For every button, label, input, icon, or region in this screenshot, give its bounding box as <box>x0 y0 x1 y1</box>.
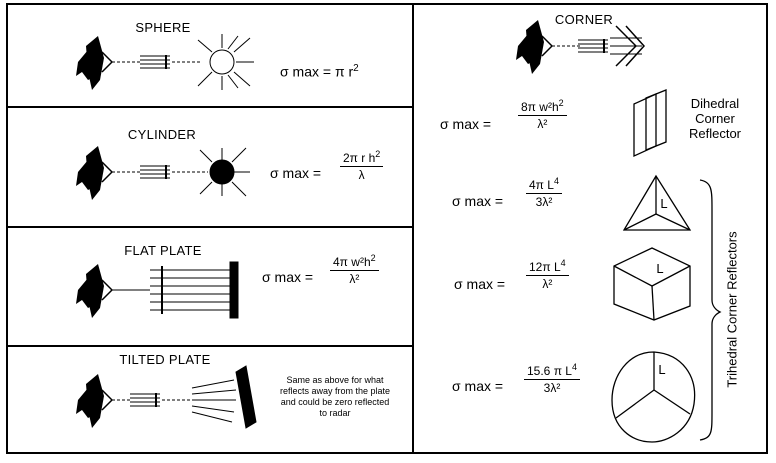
trihedral-square-numerator: 12π L <box>529 260 561 274</box>
tilted-plate-note: Same as above for what reflects away fro… <box>279 375 391 418</box>
dihedral-num-exp: 2 <box>558 98 564 108</box>
trihedral-square-shape <box>613 247 691 321</box>
dihedral-reflector-shape <box>633 89 667 158</box>
flat-plate-radar-icon <box>75 263 113 319</box>
flat-plate-title: FLAT PLATE <box>124 243 202 258</box>
cylinder-shape <box>199 147 250 197</box>
cylinder-denominator: λ <box>358 168 365 182</box>
row-divider <box>6 345 413 347</box>
dihedral-label: Dihedral Corner Reflector <box>688 96 742 141</box>
trihedral-triangle-num-exp: 4 <box>553 176 559 186</box>
trihedral-square-L: L <box>656 261 664 276</box>
sphere-formula-rhs: π r <box>334 63 354 80</box>
cylinder-radar-icon <box>75 145 113 201</box>
trihedral-triangle-shape <box>622 174 692 231</box>
trihedral-square-denominator: λ² <box>542 277 553 291</box>
trihedral-brace <box>699 179 722 441</box>
tilted-plate-radar-icon <box>75 373 113 429</box>
column-divider <box>412 3 414 454</box>
trihedral-triangle-numerator: 4π L <box>529 178 554 192</box>
trihedral-circular-L: L <box>658 362 666 377</box>
trihedral-triangle-L: L <box>660 196 668 211</box>
flat-plate-formula-lhs: σ max = <box>262 269 314 285</box>
trihedral-square-formula-lhs: σ max = <box>454 276 506 292</box>
sphere-formula: σ max = π r2 <box>280 63 359 80</box>
sphere-shape <box>197 34 254 90</box>
trihedral-circular-formula-lhs: σ max = <box>452 378 504 394</box>
dihedral-formula-lhs: σ max = <box>440 116 492 132</box>
dihedral-denominator: λ² <box>537 117 548 131</box>
trihedral-circular-numerator: 15.6 π L <box>527 364 572 378</box>
sphere-title: SPHERE <box>135 20 191 35</box>
trihedral-triangle-denominator: 3λ² <box>535 195 553 209</box>
sphere-formula-exp: 2 <box>353 63 359 74</box>
cylinder-numerator: 2π r h <box>343 151 376 165</box>
trihedral-square-fraction: 12π L4 λ² <box>526 258 569 291</box>
trihedral-group-label: Trihedral Corner Reflectors <box>724 231 740 388</box>
trihedral-circular-denominator: 3λ² <box>543 381 561 395</box>
corner-title: CORNER <box>554 12 614 27</box>
trihedral-triangle-fraction: 4π L4 3λ² <box>526 176 562 209</box>
sphere-radar-icon <box>75 35 113 91</box>
corner-radar-icon <box>515 19 553 75</box>
cylinder-formula-lhs: σ max = <box>270 165 322 181</box>
trihedral-triangle-formula-lhs: σ max = <box>452 193 504 209</box>
cylinder-fraction: 2π r h2 λ <box>340 149 384 182</box>
tilted-plate-shape <box>191 365 257 429</box>
trihedral-circular-fraction: 15.6 π L4 3λ² <box>524 362 580 395</box>
dihedral-numerator: 8π w²h <box>521 100 559 114</box>
flat-plate-num-exp: 2 <box>370 253 376 263</box>
flat-plate-shape <box>150 261 239 319</box>
flat-plate-denominator: λ² <box>349 272 360 286</box>
cylinder-title: CYLINDER <box>127 127 197 142</box>
flat-plate-fraction: 4π w²h2 λ² <box>330 253 379 286</box>
trihedral-square-num-exp: 4 <box>560 258 566 268</box>
trihedral-circular-num-exp: 4 <box>571 362 577 372</box>
dihedral-fraction: 8π w²h2 λ² <box>518 98 567 131</box>
diagram-frame <box>6 3 768 454</box>
tilted-plate-title: TILTED PLATE <box>119 352 211 367</box>
row-divider <box>6 226 413 228</box>
corner-shape <box>610 25 646 67</box>
sphere-formula-lhs: σ max = <box>280 63 332 80</box>
trihedral-circular-shape <box>611 351 696 443</box>
cylinder-num-exp: 2 <box>375 149 381 159</box>
row-divider <box>6 106 413 108</box>
flat-plate-numerator: 4π w²h <box>333 255 371 269</box>
